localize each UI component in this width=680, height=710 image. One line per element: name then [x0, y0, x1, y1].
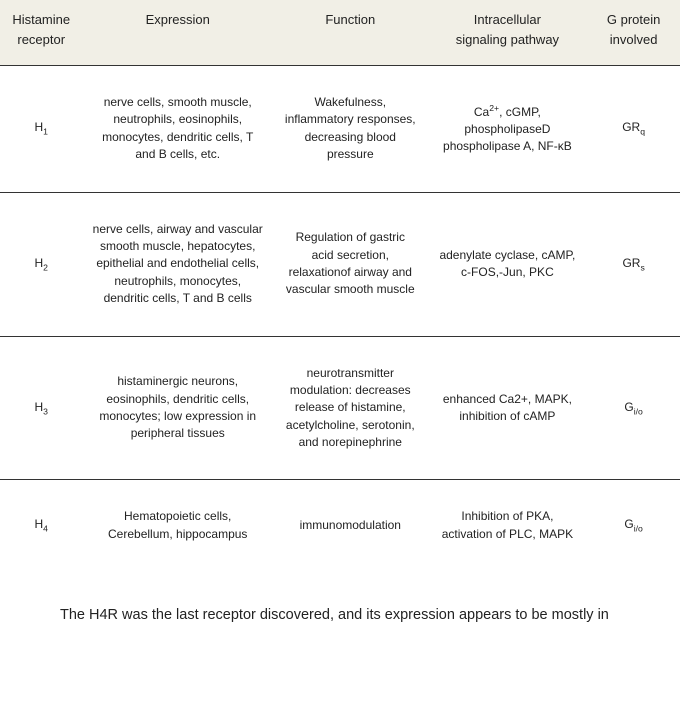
table-row: H4 Hematopoietic cells, Cerebellum, hipp… — [0, 480, 680, 571]
table-header-row: Histamine receptor Expression Function I… — [0, 0, 680, 66]
cell-receptor: H2 — [0, 192, 82, 336]
receptor-sub: 1 — [43, 127, 48, 137]
cell-gprotein: GRq — [587, 66, 680, 193]
cell-function: neurotransmitter modulation: decreases r… — [273, 336, 428, 480]
sig-pre: Ca — [474, 105, 489, 119]
cell-receptor: H3 — [0, 336, 82, 480]
cell-gprotein: Gi/o — [587, 336, 680, 480]
gprotein-sub: q — [640, 127, 645, 137]
cell-signaling: Inhibition of PKA, activation of PLC, MA… — [428, 480, 588, 571]
gprotein-base: G — [624, 400, 633, 414]
cell-gprotein: GRs — [587, 192, 680, 336]
cell-expression: histaminergic neurons, eosinophils, dend… — [82, 336, 273, 480]
th-gprotein: G protein involved — [587, 0, 680, 66]
cell-gprotein: Gi/o — [587, 480, 680, 571]
th-expression: Expression — [82, 0, 273, 66]
th-receptor: Histamine receptor — [0, 0, 82, 66]
gprotein-sub: i/o — [634, 406, 643, 416]
cell-signaling: Ca2+, cGMP, phospholipaseD phospholipase… — [428, 66, 588, 193]
cell-function: Wakefulness, inflammatory responses, dec… — [273, 66, 428, 193]
cell-signaling: enhanced Ca2+, MAPK, inhibition of cAMP — [428, 336, 588, 480]
th-receptor-l2: receptor — [17, 32, 65, 47]
th-receptor-l1: Histamine — [12, 12, 70, 27]
cell-function: Regulation of gastric acid secretion, re… — [273, 192, 428, 336]
gprotein-sub: s — [640, 262, 644, 272]
receptor-sub: 2 — [43, 262, 48, 272]
th-signaling-l1: Intracellular — [474, 12, 541, 27]
cell-expression: nerve cells, smooth muscle, neutrophils,… — [82, 66, 273, 193]
receptor-sub: 4 — [43, 524, 48, 534]
cell-expression: Hematopoietic cells, Cerebellum, hippoca… — [82, 480, 273, 571]
cell-function: immunomodulation — [273, 480, 428, 571]
th-signaling-l2: signaling pathway — [456, 32, 559, 47]
receptor-base: H — [34, 120, 43, 134]
table-row: H1 nerve cells, smooth muscle, neutrophi… — [0, 66, 680, 193]
th-signaling: Intracellular signaling pathway — [428, 0, 588, 66]
body-paragraph: The H4R was the last receptor discovered… — [0, 586, 680, 626]
receptor-table: Histamine receptor Expression Function I… — [0, 0, 680, 571]
table-row: H3 histaminergic neurons, eosinophils, d… — [0, 336, 680, 480]
gprotein-base: G — [624, 517, 633, 531]
cell-expression: nerve cells, airway and vascular smooth … — [82, 192, 273, 336]
sig-post: , cGMP, phospholipaseD phospholipase A, … — [443, 105, 572, 154]
receptor-base: H — [34, 256, 43, 270]
table-row: H2 nerve cells, airway and vascular smoo… — [0, 192, 680, 336]
th-gprotein-l1: G protein — [607, 12, 660, 27]
gprotein-sub: i/o — [634, 524, 643, 534]
sig-sup: 2+ — [489, 103, 499, 113]
cell-signaling: adenylate cyclase, cAMP, c-FOS,-Jun, PKC — [428, 192, 588, 336]
receptor-base: H — [34, 400, 43, 414]
gprotein-base: GR — [622, 256, 640, 270]
receptor-table-wrap: Histamine receptor Expression Function I… — [0, 0, 680, 571]
cell-receptor: H1 — [0, 66, 82, 193]
gprotein-base: GR — [622, 120, 640, 134]
th-gprotein-l2: involved — [610, 32, 658, 47]
receptor-base: H — [34, 517, 43, 531]
receptor-sub: 3 — [43, 406, 48, 416]
th-function: Function — [273, 0, 428, 66]
cell-receptor: H4 — [0, 480, 82, 571]
